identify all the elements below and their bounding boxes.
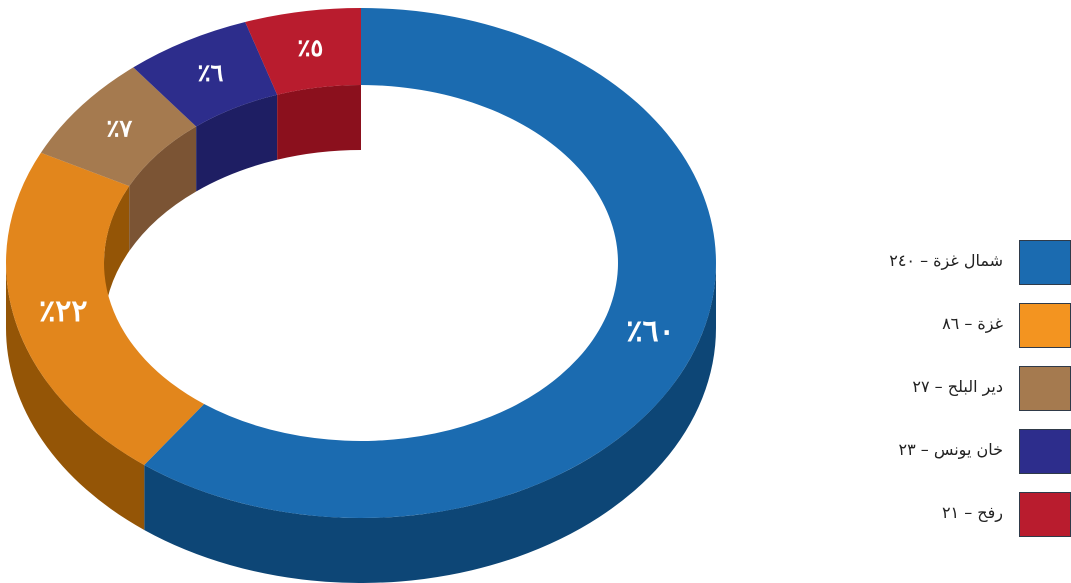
legend-item-north-gaza: شمال غزة – ٢٤٠ — [840, 240, 1071, 303]
donut-percent-labels: ٪٦٠ ٪٢٢ ٪٧ ٪٦ ٪٥ — [39, 33, 675, 349]
slice-khan-younis — [133, 21, 278, 127]
legend-label-north-gaza: شمال غزة – ٢٤٠ — [889, 251, 1003, 270]
legend-label-gaza: غزة – ٨٦ — [942, 314, 1003, 333]
legend-item-rafah: رفح – ٢١ — [840, 492, 1071, 555]
legend-item-deir-al-balah: دير البلح – ٢٧ — [840, 366, 1071, 429]
legend-label-khan-younis: خان يونس – ٢٣ — [898, 440, 1003, 459]
percent-label-deir-al-balah: ٪٧ — [107, 114, 133, 143]
donut-chart: ٪٦٠ ٪٢٢ ٪٧ ٪٦ ٪٥ — [6, 7, 716, 583]
legend-swatch-rafah — [1019, 492, 1071, 537]
inner-wall-gaza — [104, 186, 130, 328]
slice-deir-al-balah — [40, 67, 197, 187]
slice-rafah — [245, 7, 361, 95]
donut-top-faces — [6, 7, 716, 518]
outer-wall-north-gaza — [144, 263, 716, 583]
legend-swatch-north-gaza — [1019, 240, 1071, 285]
legend-label-deir-al-balah: دير البلح – ٢٧ — [912, 377, 1003, 396]
chart-legend: شمال غزة – ٢٤٠ غزة – ٨٦ دير البلح – ٢٧ خ… — [840, 240, 1071, 555]
slice-north-gaza — [144, 8, 716, 518]
legend-label-rafah: رفح – ٢١ — [941, 503, 1003, 522]
legend-swatch-deir-al-balah — [1019, 366, 1071, 411]
legend-swatch-gaza — [1019, 303, 1071, 348]
percent-label-khan-younis: ٪٦ — [198, 58, 224, 87]
inner-wall-deir-al-balah — [129, 126, 197, 252]
legend-item-gaza: غزة – ٨٦ — [840, 303, 1071, 366]
percent-label-rafah: ٪٥ — [298, 33, 324, 62]
percent-label-north-gaza: ٪٦٠ — [626, 314, 674, 349]
legend-item-khan-younis: خان يونس – ٢٣ — [840, 429, 1071, 492]
donut-side-walls — [6, 85, 716, 583]
percent-label-gaza: ٪٢٢ — [39, 294, 87, 329]
legend-swatch-khan-younis — [1019, 429, 1071, 474]
inner-wall-khan-younis — [196, 94, 278, 192]
outer-wall-gaza — [6, 263, 145, 530]
slice-gaza — [6, 152, 205, 465]
inner-wall-rafah — [277, 85, 361, 160]
